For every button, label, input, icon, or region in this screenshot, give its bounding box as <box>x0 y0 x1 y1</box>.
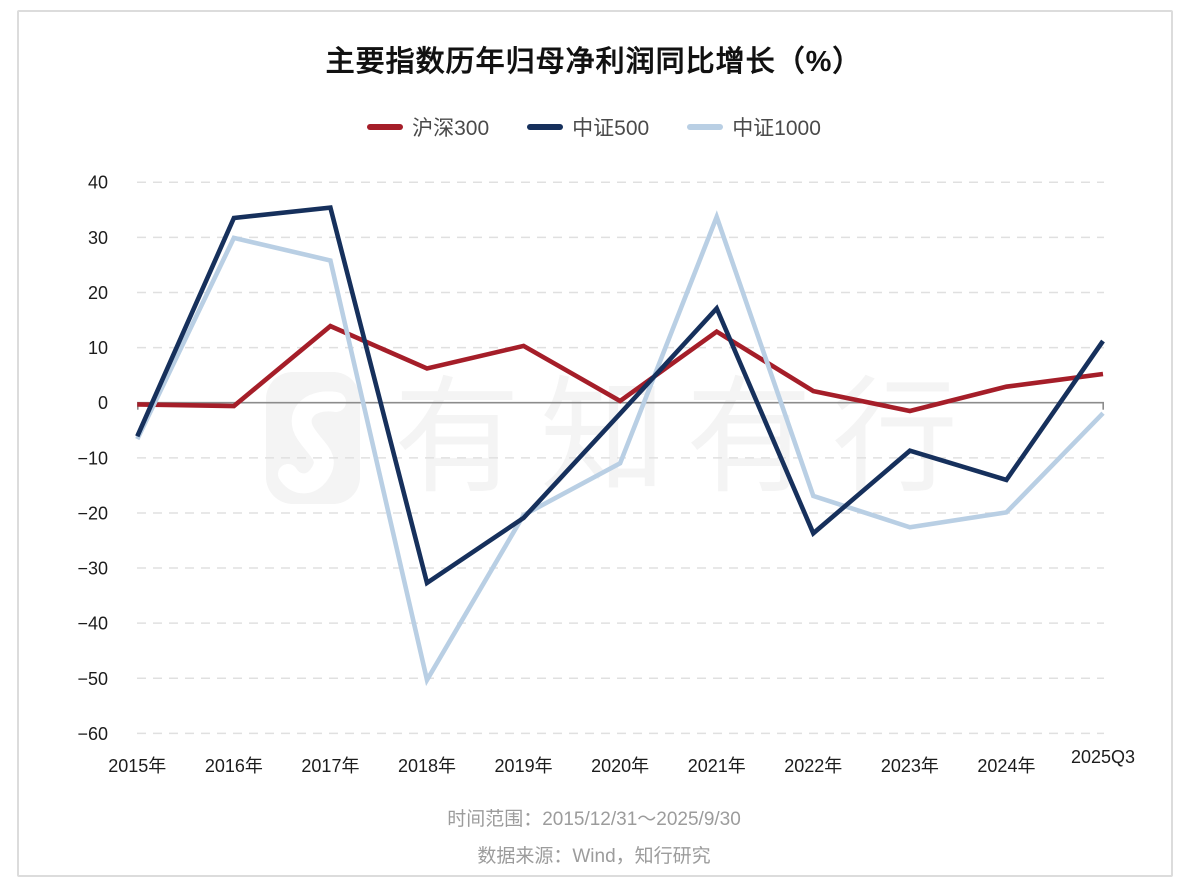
y-tick-label: 40 <box>88 173 108 193</box>
x-tick-label: 2018年 <box>398 756 456 776</box>
legend-item-沪深300[interactable]: 沪深300 <box>367 112 489 142</box>
legend-swatch <box>367 124 404 130</box>
x-tick-label: 2023年 <box>881 756 939 776</box>
x-tick-label: 2025Q3 <box>1071 747 1135 767</box>
x-tick-label: 2017年 <box>301 756 359 776</box>
x-tick-label: 2021年 <box>688 756 746 776</box>
legend-item-中证500[interactable]: 中证500 <box>527 112 649 142</box>
legend-swatch <box>687 124 724 130</box>
x-tick-label: 2016年 <box>205 756 263 776</box>
footer-time-range: 时间范围：2015/12/31～2025/9/30 <box>447 809 741 830</box>
y-tick-label: 30 <box>88 228 108 248</box>
y-tick-label: −10 <box>77 448 108 468</box>
series-line-中证1000 <box>135 210 1105 687</box>
y-tick-label: 20 <box>88 283 108 303</box>
footer-data-source: 数据来源：Wind，知行研究 <box>477 846 711 867</box>
legend-label: 中证1000 <box>732 117 821 140</box>
chart-title: 主要指数历年归母净利润同比增长（%） <box>325 46 863 78</box>
legend-label: 沪深300 <box>412 117 490 140</box>
legend-label: 中证500 <box>572 117 650 140</box>
series-line-沪深300 <box>137 323 1104 414</box>
chart-legend: 沪深300 中证500 中证1000 <box>0 112 1188 142</box>
x-tick-label: 2024年 <box>977 756 1035 776</box>
y-tick-label: −50 <box>77 669 108 689</box>
y-tick-label: 0 <box>98 393 108 413</box>
legend-item-中证1000[interactable]: 中证1000 <box>687 112 821 142</box>
y-tick-label: −40 <box>77 614 108 634</box>
x-tick-label: 2015年 <box>108 756 166 776</box>
x-tick-label: 2019年 <box>495 756 553 776</box>
x-tick-label: 2022年 <box>784 756 842 776</box>
y-tick-label: −60 <box>77 724 108 744</box>
x-tick-label: 2020年 <box>591 756 649 776</box>
legend-swatch <box>527 124 564 130</box>
series-line-中证500 <box>135 205 1105 587</box>
y-tick-label: −30 <box>77 559 108 579</box>
y-tick-label: −20 <box>77 503 108 523</box>
y-tick-label: 10 <box>88 338 108 358</box>
